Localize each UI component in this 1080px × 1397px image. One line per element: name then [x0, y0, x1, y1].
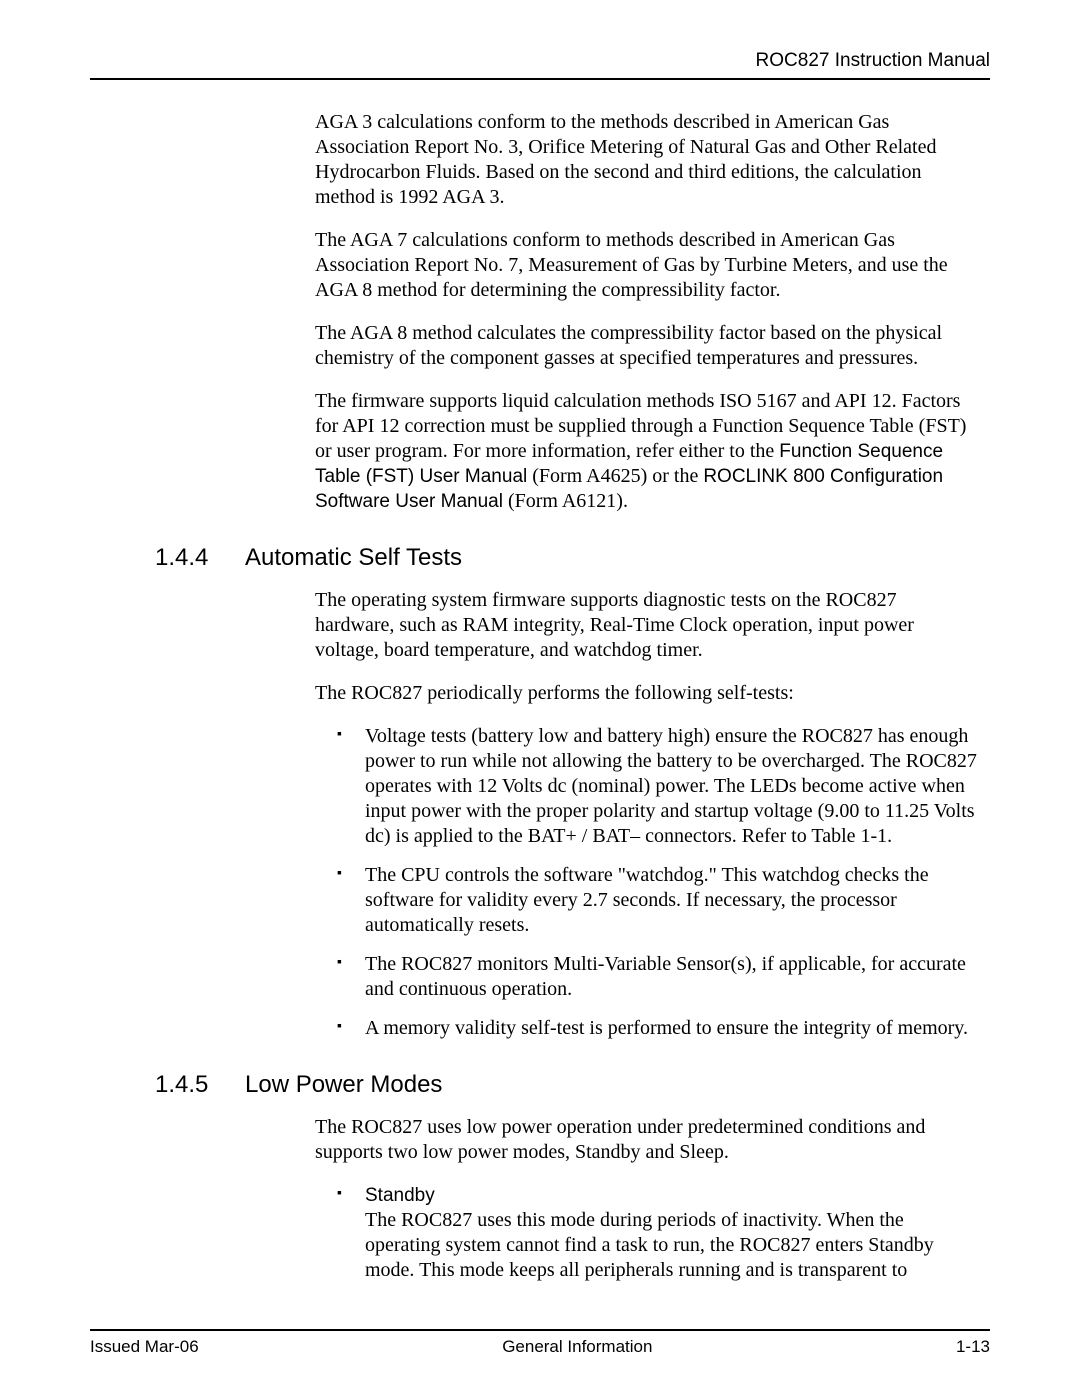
footer-row: Issued Mar-06 General Information 1-13 [90, 1337, 990, 1357]
list-item-body: The ROC827 uses this mode during periods… [365, 1209, 934, 1281]
body-column: The operating system firmware supports d… [315, 588, 980, 1041]
list-item: Standby The ROC827 uses this mode during… [337, 1183, 980, 1283]
list-item: The CPU controls the software "watchdog.… [337, 863, 980, 938]
footer-left: Issued Mar-06 [90, 1337, 199, 1357]
bullet-list: Voltage tests (battery low and battery h… [315, 724, 980, 1041]
section-number: 1.4.5 [155, 1071, 245, 1099]
list-item: A memory validity self-test is performed… [337, 1016, 980, 1041]
text-run: (Form A4625) or the [527, 465, 703, 487]
section-title: Low Power Modes [245, 1071, 442, 1098]
list-item: Voltage tests (battery low and battery h… [337, 724, 980, 849]
bullet-list: Standby The ROC827 uses this mode during… [315, 1183, 980, 1283]
paragraph: The firmware supports liquid calculation… [315, 389, 980, 514]
section-title: Automatic Self Tests [245, 544, 462, 571]
header-doc-title: ROC827 Instruction Manual [90, 50, 990, 72]
section-heading-1-4-4: 1.4.4Automatic Self Tests [155, 544, 990, 572]
footer-rule [90, 1329, 990, 1331]
page: ROC827 Instruction Manual AGA 3 calculat… [0, 0, 1080, 1397]
paragraph: The AGA 8 method calculates the compress… [315, 321, 980, 371]
list-item-label: Standby [365, 1185, 435, 1206]
body-column: AGA 3 calculations conform to the method… [315, 110, 980, 514]
paragraph: The AGA 7 calculations conform to method… [315, 228, 980, 303]
list-item: The ROC827 monitors Multi-Variable Senso… [337, 952, 980, 1002]
footer-right: 1-13 [956, 1337, 990, 1357]
paragraph: The operating system firmware supports d… [315, 588, 980, 663]
paragraph: The ROC827 uses low power operation unde… [315, 1115, 980, 1165]
section-number: 1.4.4 [155, 544, 245, 572]
paragraph: The ROC827 periodically performs the fol… [315, 681, 980, 706]
section-heading-1-4-5: 1.4.5Low Power Modes [155, 1071, 990, 1099]
text-run: (Form A6121). [503, 490, 628, 512]
page-footer: Issued Mar-06 General Information 1-13 [90, 1329, 990, 1357]
paragraph: AGA 3 calculations conform to the method… [315, 110, 980, 210]
header-rule [90, 78, 990, 80]
body-column: The ROC827 uses low power operation unde… [315, 1115, 980, 1283]
footer-center: General Information [502, 1337, 652, 1357]
